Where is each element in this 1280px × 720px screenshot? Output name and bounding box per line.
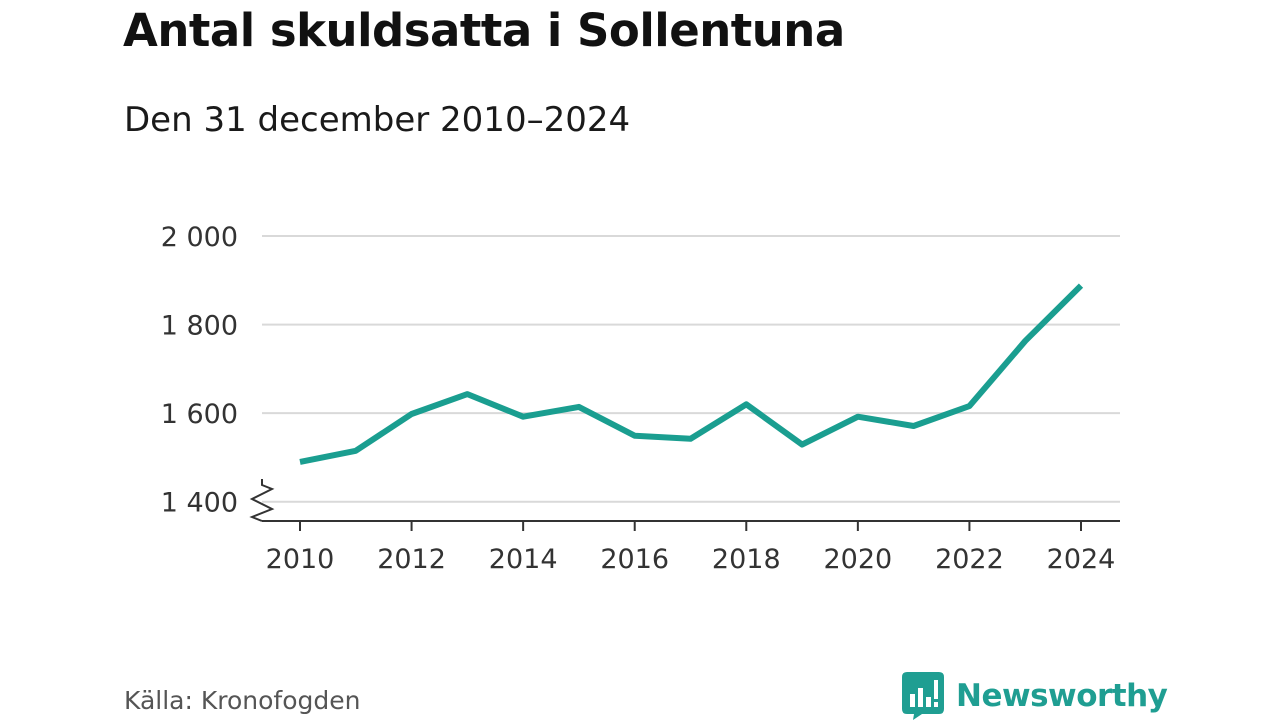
brand-name: Newsworthy: [956, 678, 1168, 714]
gridlines: [262, 235, 1120, 503]
newsworthy-logo-icon: [902, 672, 944, 720]
series-line: [299, 283, 1084, 465]
x-tick-label: 2020: [823, 544, 892, 575]
y-tick-label: 1 400: [161, 488, 238, 519]
x-tick-label: 2018: [712, 544, 781, 575]
axis-break-marker: [249, 479, 275, 522]
tick-labels: 1 400 1 600 1 800 2 000 2010 2012 2014 2016 2018…: [161, 222, 1116, 575]
series-layer: [299, 283, 1084, 465]
chart-title: Antal skuldsatta i Sollentuna: [123, 4, 845, 57]
chart-subtitle: Den 31 december 2010–2024: [124, 100, 631, 140]
x-axis: [249, 479, 1120, 531]
x-tick-label: 2024: [1047, 544, 1116, 575]
x-tick-label: 2022: [935, 544, 1004, 575]
source-note: Källa: Kronofogden: [124, 686, 361, 715]
x-tick-label: 2010: [266, 544, 335, 575]
brand-logo: Newsworthy: [902, 672, 1168, 720]
y-tick-label: 1 800: [161, 311, 238, 342]
x-tick-label: 2014: [489, 544, 558, 575]
y-tick-label: 1 600: [161, 399, 238, 430]
x-tick-label: 2012: [377, 544, 446, 575]
x-tick-label: 2016: [600, 544, 669, 575]
y-tick-label: 2 000: [161, 222, 238, 253]
